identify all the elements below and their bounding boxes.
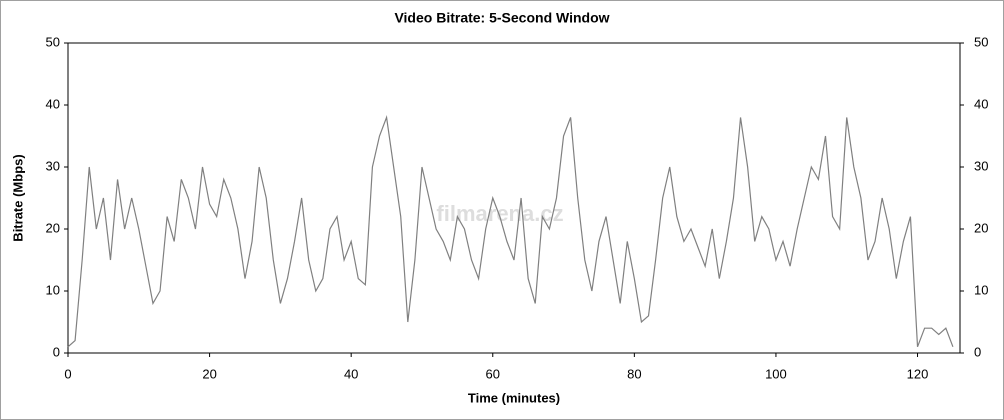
y2-tick-label: 20 <box>974 220 988 235</box>
x-tick-label: 120 <box>907 366 929 381</box>
y-tick-label: 20 <box>46 220 60 235</box>
x-tick-label: 0 <box>64 366 71 381</box>
y-tick-label: 50 <box>46 34 60 49</box>
y2-tick-label: 10 <box>974 282 988 297</box>
plot-area <box>67 42 961 354</box>
y2-tick-label: 30 <box>974 158 988 173</box>
data-line <box>67 115 954 348</box>
y2-tick-label: 0 <box>974 344 981 359</box>
x-tick-label: 60 <box>486 366 500 381</box>
chart-title: Video Bitrate: 5-Second Window <box>394 10 609 26</box>
y-tick-label: 30 <box>46 158 60 173</box>
y-tick-label: 40 <box>46 96 60 111</box>
watermark: filmarena.cz <box>436 201 563 226</box>
x-tick-label: 100 <box>765 366 787 381</box>
y2-tick-label: 40 <box>974 96 988 111</box>
y-axis-title: Bitrate (Mbps) <box>10 154 25 241</box>
x-tick-label: 40 <box>344 366 358 381</box>
x-axis-title: Time (minutes) <box>468 390 560 405</box>
y2-tick-label: 50 <box>974 34 988 49</box>
y-tick-label: 10 <box>46 282 60 297</box>
x-tick-label: 80 <box>627 366 641 381</box>
x-tick-label: 20 <box>202 366 216 381</box>
y-tick-label: 0 <box>53 344 60 359</box>
